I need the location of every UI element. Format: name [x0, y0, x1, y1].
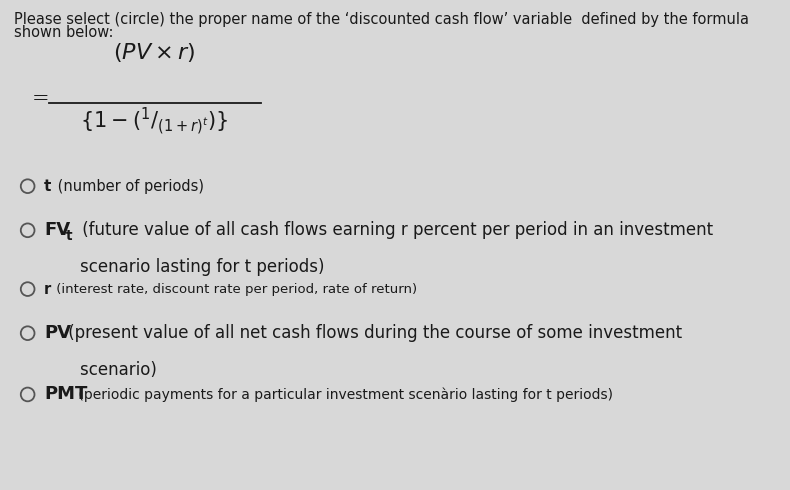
Text: $(PV \times r)$: $(PV \times r)$	[113, 41, 195, 64]
Text: (present value of all net cash flows during the course of some investment: (present value of all net cash flows dur…	[63, 324, 682, 342]
Text: PV: PV	[44, 324, 71, 342]
Text: (number of periods): (number of periods)	[54, 179, 205, 194]
Text: =: =	[32, 89, 49, 107]
Text: PMT: PMT	[44, 386, 88, 403]
Text: FV: FV	[44, 221, 70, 239]
Text: $\{1-(^1/_{(1+r)^t})\}$: $\{1-(^1/_{(1+r)^t})\}$	[80, 105, 228, 137]
Text: r: r	[44, 282, 51, 296]
Text: t: t	[44, 179, 51, 194]
Text: (periodic payments for a particular investment scenàrio lasting for t periods): (periodic payments for a particular inve…	[74, 387, 613, 402]
Text: scenario): scenario)	[59, 361, 157, 379]
Text: (future value of all cash flows earning r percent per period in an investment: (future value of all cash flows earning …	[77, 221, 713, 239]
Text: t: t	[66, 229, 73, 243]
Text: Please select (circle) the proper name of the ‘discounted cash flow’ variable  d: Please select (circle) the proper name o…	[14, 12, 749, 27]
Text: shown below:: shown below:	[14, 25, 114, 41]
Text: (interest rate, discount rate per period, rate of return): (interest rate, discount rate per period…	[52, 283, 417, 295]
Text: scenario lasting for t periods): scenario lasting for t periods)	[59, 258, 325, 276]
